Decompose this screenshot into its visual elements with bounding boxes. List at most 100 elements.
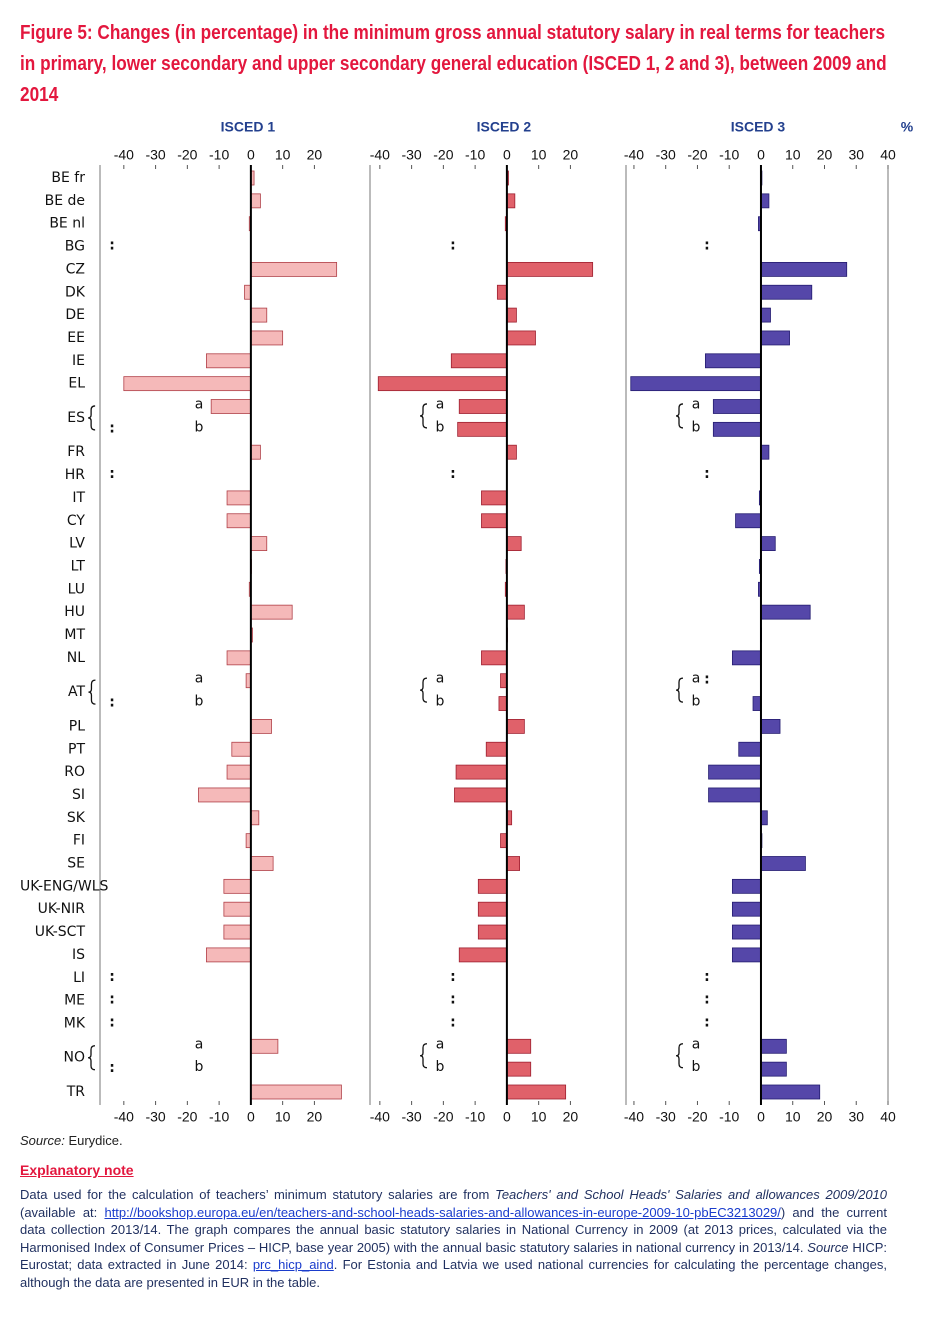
bar xyxy=(760,536,776,552)
missing-marker: : xyxy=(109,1014,115,1030)
x-tick-label: -10 xyxy=(719,1109,739,1125)
x-tick-label: -30 xyxy=(145,1109,165,1125)
x-tick-label: 20 xyxy=(307,147,323,163)
sub-label: b xyxy=(436,419,445,435)
bar xyxy=(752,696,762,711)
sub-label: a xyxy=(195,1036,204,1052)
x-tick-label: 10 xyxy=(275,1109,291,1125)
bar xyxy=(708,764,762,780)
category-label: SI xyxy=(72,787,85,803)
category-label: NL xyxy=(67,650,85,666)
bar xyxy=(250,261,338,277)
bar xyxy=(250,1084,342,1100)
sub-label: b xyxy=(692,419,701,435)
x-tick-label: 20 xyxy=(563,147,579,163)
bar xyxy=(506,307,517,323)
x-tick-label: -40 xyxy=(370,147,390,163)
category-label: UK-SCT xyxy=(35,924,86,940)
category-label: RO xyxy=(64,764,85,780)
sub-label: a xyxy=(692,1036,701,1052)
sub-label: a xyxy=(692,671,701,687)
sub-label: a xyxy=(436,671,445,687)
brace xyxy=(675,677,684,703)
brace xyxy=(419,1043,428,1069)
sub-label: a xyxy=(195,671,204,687)
bar xyxy=(481,513,508,529)
brace xyxy=(88,405,96,431)
category-label: IE xyxy=(72,353,85,369)
note-link[interactable]: http://bookshop.europa.eu/en/teachers-an… xyxy=(104,1204,781,1220)
sub-label: b xyxy=(195,419,204,435)
x-tick-label: -30 xyxy=(401,1109,421,1125)
bar xyxy=(450,353,508,369)
unit-label: % xyxy=(901,119,914,135)
x-tick-label: -40 xyxy=(370,1109,390,1125)
note-text: . For Estonia and Latvia we used nationa… xyxy=(20,1257,887,1290)
bar xyxy=(760,719,781,734)
note-title: Explanatory note xyxy=(20,1162,134,1178)
bar xyxy=(506,719,525,734)
x-tick-label: -10 xyxy=(719,147,739,163)
x-tick-label: 0 xyxy=(757,1109,765,1125)
x-tick-label: 20 xyxy=(563,1109,579,1125)
bar xyxy=(496,284,508,300)
chart-title: Figure 5: Changes (in percentage) in the… xyxy=(20,22,887,106)
bar xyxy=(223,901,252,917)
bar xyxy=(377,376,508,392)
category-label: MK xyxy=(64,1015,86,1031)
brace xyxy=(419,677,428,703)
x-tick-label: 10 xyxy=(785,1109,801,1125)
bar xyxy=(506,330,536,346)
x-tick-label: 10 xyxy=(531,1109,547,1125)
category-label: ES xyxy=(67,410,85,426)
bar xyxy=(250,444,261,460)
panel-title: ISCED 1 xyxy=(221,119,276,135)
x-tick-label: -10 xyxy=(465,1109,485,1125)
bar xyxy=(738,741,762,757)
x-tick-label: 20 xyxy=(817,147,833,163)
bar xyxy=(458,947,508,963)
bar xyxy=(198,787,252,803)
x-tick-label: 20 xyxy=(817,1109,833,1125)
source-label: Source: xyxy=(20,1133,65,1148)
x-tick-label: -40 xyxy=(624,147,644,163)
bar xyxy=(250,856,274,871)
category-label: NO xyxy=(64,1050,86,1066)
sub-label: b xyxy=(692,1059,701,1075)
x-tick-label: 30 xyxy=(848,147,864,163)
category-label: PT xyxy=(68,741,85,757)
note-link[interactable]: prc_hicp_aind xyxy=(252,1257,334,1273)
chart: BE fr BE de BE nl BG CZ DK DE EE IE EL ES FR HR IT CY L… xyxy=(20,119,914,1125)
bar xyxy=(712,399,762,414)
category-label: BE fr xyxy=(51,170,85,186)
category-label: LU xyxy=(68,581,85,597)
bar xyxy=(454,787,508,803)
bar xyxy=(506,604,525,620)
panel-title: ISCED 2 xyxy=(477,119,532,135)
bar xyxy=(630,376,762,392)
missing-marker: : xyxy=(704,466,710,482)
bar xyxy=(481,650,508,666)
missing-marker: : xyxy=(450,466,456,482)
bar xyxy=(226,650,252,666)
category-label: EL xyxy=(68,376,85,392)
bar xyxy=(731,901,762,917)
missing-marker: : xyxy=(109,695,115,711)
x-tick-label: 40 xyxy=(880,1109,896,1125)
missing-marker: : xyxy=(109,992,115,1008)
category-label: BG xyxy=(65,239,85,255)
brace xyxy=(675,1043,684,1069)
bar xyxy=(506,856,520,871)
category-label: HU xyxy=(64,604,85,620)
panel-title: ISCED 3 xyxy=(731,119,786,135)
bar xyxy=(712,421,762,437)
sub-label: a xyxy=(436,397,445,413)
x-tick-label: 0 xyxy=(503,147,511,163)
x-tick-label: 10 xyxy=(275,147,291,163)
category-label: UK-ENG/WLS xyxy=(20,878,109,894)
bar xyxy=(731,878,762,894)
missing-marker: : xyxy=(704,1014,710,1030)
category-label: AT xyxy=(68,684,85,700)
bar xyxy=(477,924,508,940)
